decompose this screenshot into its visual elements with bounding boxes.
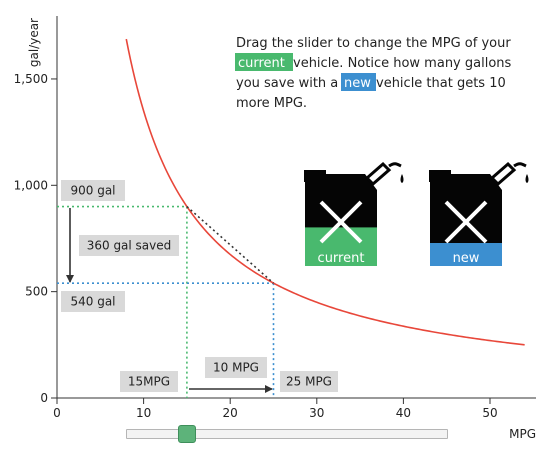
y-tick-label: 1,500 — [14, 72, 48, 86]
instruction-line-1: Drag the slider to change the MPG of you… — [236, 36, 511, 51]
x-tick-label: 20 — [223, 406, 238, 420]
new-gal-label-box — [61, 291, 125, 312]
current-can-label: current — [318, 251, 365, 266]
instruction-line-3-pre: you save with a — [236, 76, 338, 91]
gal-saved-label: 360 gal saved — [87, 239, 172, 253]
x-axis-title: MPG — [509, 427, 536, 441]
callouts: 900 gal 360 gal saved 540 gal 15MPG 10 MPG 25… — [61, 180, 338, 393]
savings-chord-line — [186, 205, 275, 284]
mpg-diff-label-box — [205, 357, 267, 378]
new-gal-label: 540 gal — [70, 295, 115, 309]
y-tick-label: 500 — [25, 285, 48, 299]
mpg-slider-thumb[interactable] — [178, 425, 196, 443]
current-can-fill — [305, 227, 377, 266]
new-gas-can-icon: new — [429, 161, 529, 266]
new-highlight-text: new — [344, 76, 371, 91]
y-tick-label: 1,000 — [14, 178, 48, 192]
y-axis-title: gal/year — [27, 18, 41, 67]
current-gas-can-icon: current — [304, 161, 404, 266]
instruction-line-4: more MPG. — [236, 96, 307, 111]
gal-saved-label-box — [79, 235, 179, 256]
current-mpg-label-box — [120, 371, 178, 392]
new-can-fill — [430, 243, 502, 266]
new-mpg-label: 25 MPG — [286, 375, 332, 389]
new-mpg-label-box — [280, 371, 338, 392]
x-tick-label: 40 — [396, 406, 411, 420]
consumption-curve — [125, 38, 525, 346]
current-mpg-label: 15MPG — [128, 375, 170, 389]
x-tick-label: 30 — [309, 406, 324, 420]
mpg-diff-label: 10 MPG — [213, 361, 259, 375]
x-tick-label: 50 — [482, 406, 497, 420]
current-gal-label: 900 gal — [70, 184, 115, 198]
y-tick-label: 0 — [40, 391, 48, 405]
new-highlight — [341, 73, 376, 91]
instructions: Drag the slider to change the MPG of you… — [235, 36, 512, 111]
current-gal-label-box — [61, 180, 125, 201]
guide-lines — [57, 205, 275, 398]
current-highlight — [235, 53, 293, 71]
instruction-line-3: vehicle that gets 10 — [376, 76, 506, 91]
mpg-slider-track[interactable] — [126, 425, 448, 443]
x-tick-label: 10 — [136, 406, 151, 420]
x-tick-label: 0 — [53, 406, 61, 420]
current-highlight-text: current — [238, 56, 285, 71]
instruction-line-2: vehicle. Notice how many gallons — [293, 56, 512, 71]
new-can-label: new — [453, 251, 480, 266]
